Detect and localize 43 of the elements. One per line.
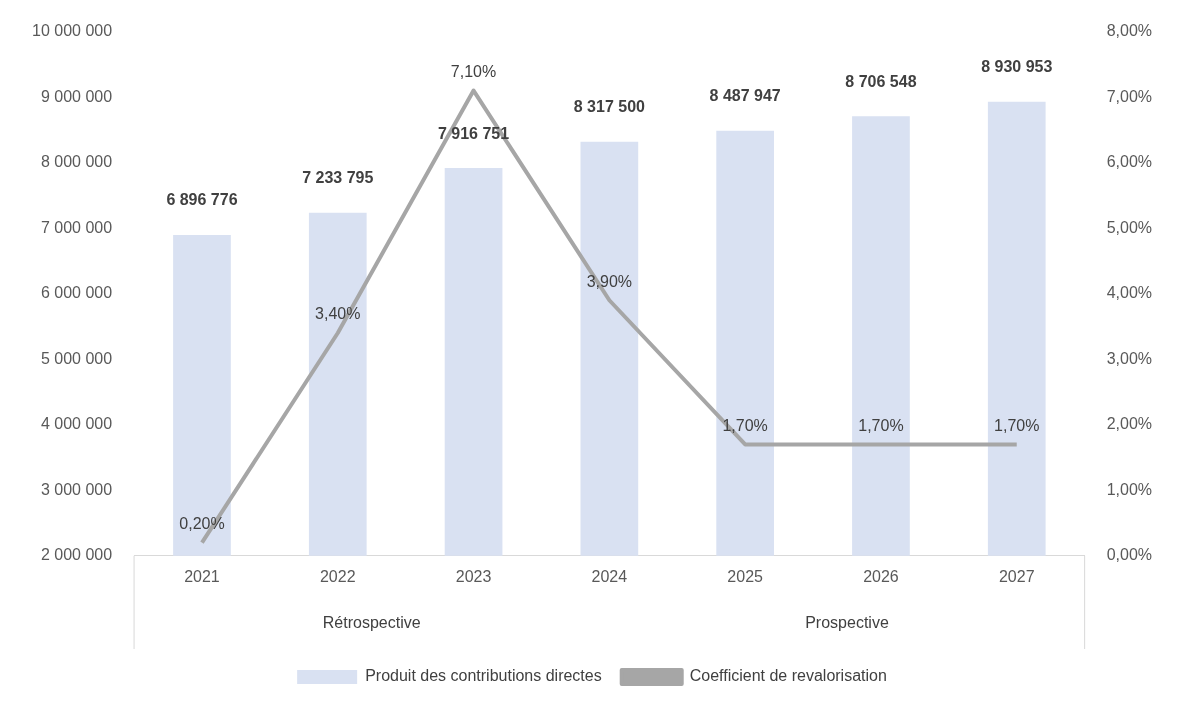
data-label: 7,10% — [450, 62, 497, 80]
data-label: 1,70% — [994, 416, 1040, 434]
x-tick-label: 2021 — [184, 567, 220, 585]
x-tick-label: 2022 — [319, 567, 356, 585]
data-label: 1,70% — [858, 416, 904, 434]
y-tick-label: 10 000 000 — [32, 22, 113, 40]
y2-tick-label: 7,00% — [1106, 87, 1153, 105]
y2-tick-label: 1,00% — [1106, 480, 1153, 498]
legend-label: Produit des contributions directes — [365, 667, 602, 685]
y-tick-label: 3 000 000 — [40, 480, 113, 498]
y-tick-label: 9 000 000 — [40, 87, 113, 105]
y-tick-label: 7 000 000 — [40, 218, 113, 236]
text: Prospective — [805, 614, 889, 632]
x-tick-label: 2024 — [591, 567, 628, 585]
y2-tick-label: 8,00% — [1106, 22, 1153, 40]
data-label: 7 916 751 — [437, 124, 510, 142]
data-label: 3,90% — [586, 272, 633, 290]
y2-tick-label: 5,00% — [1106, 218, 1153, 236]
y2-tick-label: 2,00% — [1106, 415, 1153, 433]
y-tick-label: 4 000 000 — [40, 415, 113, 433]
data-label: 3,40% — [315, 305, 361, 323]
y-tick-label: 8 000 000 — [40, 153, 113, 171]
data-label: 6 896 776 — [166, 191, 238, 209]
data-label: 0,20% — [179, 515, 225, 533]
legend-label: Coefficient de revalorisation — [689, 667, 887, 685]
y2-tick-label: 0,00% — [1106, 546, 1153, 564]
data-label: 8 487 947 — [709, 87, 781, 105]
y-tick-label: 5 000 000 — [40, 349, 113, 367]
y2-tick-label: 6,00% — [1106, 153, 1153, 171]
data-label: 8 930 953 — [981, 58, 1053, 76]
x-tick-label: 2023 — [455, 567, 492, 585]
y2-tick-label: 3,00% — [1106, 349, 1153, 367]
x-tick-label: 2027 — [998, 567, 1035, 585]
data-label: 1,70% — [722, 416, 768, 434]
y-tick-label: 6 000 000 — [40, 284, 113, 302]
y2-tick-label: 4,00% — [1106, 284, 1153, 302]
x-tick-label: 2025 — [727, 567, 764, 585]
text: Rétrospective — [322, 614, 421, 632]
data-label: 7 233 795 — [302, 169, 374, 187]
data-label: 8 706 548 — [845, 72, 917, 90]
x-tick-label: 2026 — [863, 567, 899, 585]
y-tick-label: 2 000 000 — [40, 546, 113, 564]
data-label: 8 317 500 — [573, 98, 646, 116]
